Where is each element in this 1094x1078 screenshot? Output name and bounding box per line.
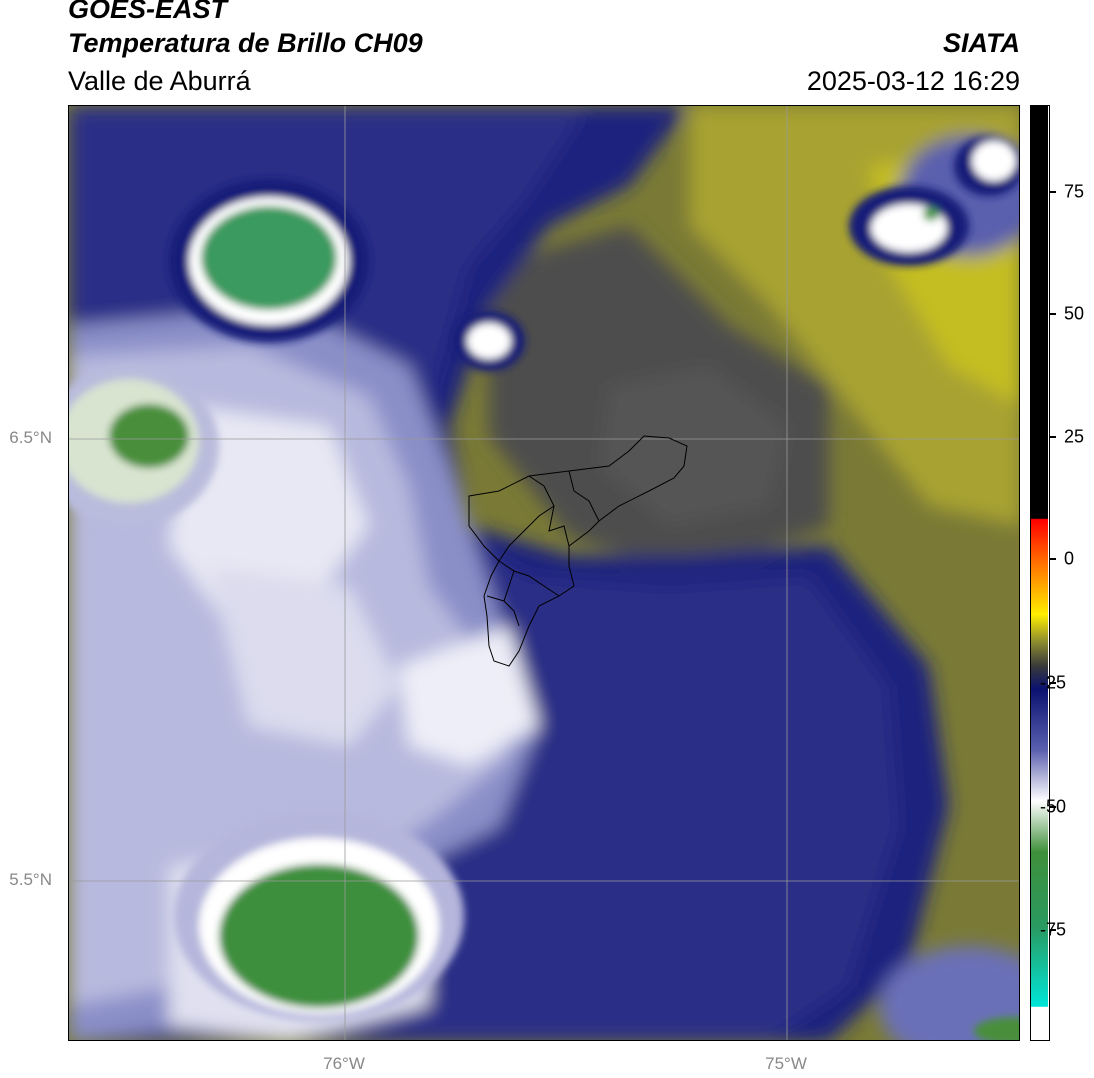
title-product: Temperatura de Brillo CH09 bbox=[68, 28, 423, 58]
colorbar-label-50: 50 bbox=[1064, 303, 1085, 324]
colorbar-label-0: 0 bbox=[1064, 548, 1075, 569]
colorbar-label-minus25: -25 bbox=[1040, 672, 1067, 693]
title-satellite: GOES-EAST bbox=[68, 0, 228, 24]
colorbar bbox=[1030, 105, 1050, 1041]
colorbar-tick bbox=[1050, 436, 1056, 438]
lat-label-5-5n: 5.5°N bbox=[9, 870, 52, 889]
lon-label-75w: 75°W bbox=[765, 1054, 807, 1073]
colorbar-tick bbox=[1050, 929, 1056, 931]
subtitle-region: Valle de Aburrá bbox=[68, 66, 251, 96]
colorbar-label-75: 75 bbox=[1064, 181, 1085, 202]
colorbar-tick bbox=[1050, 191, 1056, 193]
colorbar-tick bbox=[1050, 682, 1056, 684]
colorbar-label-minus50: -50 bbox=[1040, 796, 1067, 817]
colorbar-tick bbox=[1050, 806, 1056, 808]
datetime-label: 2025-03-12 16:29 bbox=[806, 66, 1020, 96]
satellite-map[interactable] bbox=[68, 105, 1020, 1041]
brightness-temperature-field bbox=[69, 106, 1019, 1040]
colorbar-tick bbox=[1050, 558, 1056, 560]
colorbar-label-minus75: -75 bbox=[1040, 919, 1067, 940]
colorbar-tick bbox=[1050, 313, 1056, 315]
lat-label-6-5n: 6.5°N bbox=[9, 428, 52, 447]
lon-label-76w: 76°W bbox=[323, 1054, 365, 1073]
colorbar-label-25: 25 bbox=[1064, 426, 1085, 447]
municipality-boundaries bbox=[468, 435, 688, 667]
source-label: SIATA bbox=[943, 28, 1020, 58]
